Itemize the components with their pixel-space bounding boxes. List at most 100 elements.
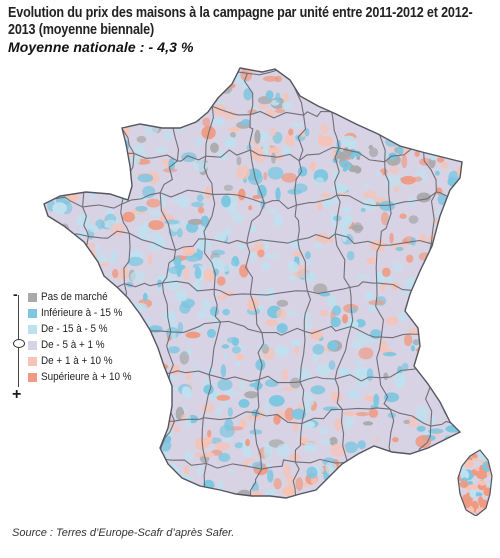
commune-patch	[197, 464, 203, 478]
commune-patch	[46, 219, 55, 225]
commune-patch	[392, 487, 402, 493]
commune-patch	[257, 249, 265, 258]
commune-patch	[163, 100, 172, 111]
commune-patch	[194, 137, 203, 148]
department-border	[35, 109, 43, 157]
department-border	[44, 450, 87, 456]
commune-patch	[427, 68, 438, 73]
commune-patch	[318, 133, 323, 147]
commune-patch	[78, 121, 92, 126]
commune-patch	[453, 348, 460, 358]
commune-patch	[44, 106, 54, 112]
commune-patch	[209, 118, 225, 126]
commune-patch	[131, 149, 147, 154]
commune-patch	[221, 437, 233, 443]
commune-patch	[447, 315, 462, 325]
commune-patch	[445, 148, 458, 158]
commune-patch	[344, 151, 351, 158]
commune-patch	[232, 213, 244, 223]
map-svg	[35, 67, 493, 516]
commune-patch	[318, 135, 334, 147]
commune-patch	[143, 469, 156, 477]
department-border	[257, 332, 265, 380]
commune-patch	[57, 267, 65, 281]
commune-patch	[318, 68, 326, 72]
commune-patch	[44, 110, 54, 115]
department-border	[209, 502, 251, 512]
commune-patch	[440, 68, 452, 73]
department-border	[264, 199, 297, 210]
commune-patch	[207, 90, 219, 104]
commune-patch	[103, 68, 111, 74]
commune-patch	[195, 437, 209, 451]
commune-patch	[332, 305, 342, 316]
commune-patch	[231, 258, 240, 267]
department-border	[331, 69, 341, 112]
commune-patch	[309, 93, 325, 106]
commune-patch	[245, 438, 251, 447]
commune-patch	[383, 372, 389, 381]
commune-patch	[401, 362, 409, 372]
commune-patch	[254, 129, 261, 144]
commune-patch	[183, 266, 190, 281]
commune-patch	[234, 442, 244, 449]
commune-patch	[417, 317, 431, 326]
commune-patch	[136, 135, 147, 143]
commune-patch	[436, 157, 445, 163]
commune-patch	[415, 108, 430, 116]
commune-patch	[236, 156, 242, 166]
commune-patch	[65, 121, 71, 126]
commune-patch	[299, 129, 306, 137]
commune-patch	[443, 256, 453, 262]
commune-patch	[49, 117, 64, 130]
commune-patch	[80, 243, 85, 254]
commune-patch	[371, 122, 384, 131]
commune-patch	[299, 391, 310, 398]
commune-patch	[330, 391, 342, 403]
commune-patch	[282, 485, 297, 497]
commune-patch	[287, 261, 299, 273]
commune-patch	[345, 82, 356, 91]
department-border	[247, 68, 293, 76]
commune-patch	[75, 248, 84, 259]
department-border	[171, 501, 208, 512]
mainland-coastline	[43, 67, 463, 499]
commune-patch	[440, 134, 456, 140]
commune-patch	[344, 68, 358, 72]
commune-patch	[197, 311, 207, 319]
commune-patch	[315, 364, 331, 376]
commune-patch	[188, 496, 203, 498]
commune-patch	[187, 68, 203, 74]
commune-patch	[104, 103, 111, 117]
commune-patch	[67, 259, 79, 271]
commune-patch	[220, 264, 231, 272]
commune-patch	[448, 409, 459, 416]
commune-patch	[181, 152, 197, 162]
commune-patch	[408, 196, 416, 208]
commune-patch	[457, 418, 462, 426]
commune-patch	[148, 399, 160, 410]
commune-patch	[120, 90, 134, 102]
department-border	[83, 454, 91, 498]
commune-patch	[453, 243, 462, 256]
commune-patch	[343, 213, 353, 227]
commune-patch	[260, 185, 267, 198]
commune-patch	[267, 469, 274, 483]
commune-patch	[461, 106, 462, 113]
commune-patch	[375, 461, 383, 467]
commune-patch	[193, 158, 208, 173]
commune-patch	[407, 473, 413, 480]
department-border	[296, 194, 338, 206]
commune-patch	[446, 447, 455, 454]
commune-patch	[447, 393, 462, 402]
department-border	[307, 286, 351, 295]
commune-patch	[181, 115, 190, 125]
commune-patch	[218, 68, 227, 76]
commune-patch	[153, 75, 166, 88]
commune-patch	[140, 379, 154, 386]
commune-patch	[56, 93, 68, 103]
commune-patch	[243, 88, 253, 101]
commune-patch	[432, 460, 447, 467]
commune-patch	[327, 71, 332, 77]
commune-patch	[450, 374, 462, 383]
